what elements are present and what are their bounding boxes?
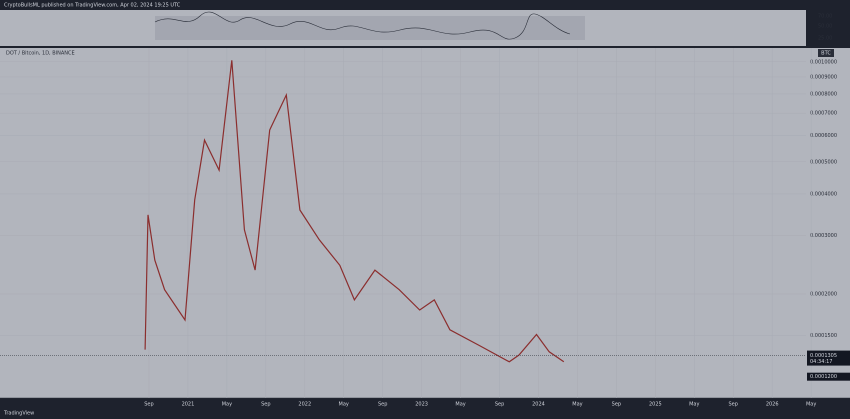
x-tick-label: May [339, 402, 349, 408]
y-tick-label: 0.0001500 [810, 333, 837, 339]
x-tick-label: Sep [144, 402, 153, 408]
currency: BTC [821, 51, 831, 57]
x-tick-label: Sep [261, 402, 270, 408]
x-tick-label: 2021 [182, 402, 195, 408]
y-tick-label: 0.0005000 [810, 159, 837, 165]
x-tick-label: Sep [612, 402, 621, 408]
x-tick-label: May [689, 402, 699, 408]
x-tick-label: 2023 [415, 402, 428, 408]
plot: 0.0001500 0.0002000 0.0003000 0.0004000 0.00… [0, 48, 850, 408]
chart-title: DOT / Bitcoin, 1D, BINANCE [6, 51, 75, 57]
y-tick-label: 0.0006000 [810, 133, 837, 139]
last-price-label: 0.0001305 [810, 353, 837, 359]
x-tick-label: Sep [729, 402, 738, 408]
y-tick-label: 0.0008000 [810, 91, 837, 97]
rsi-band [155, 16, 585, 40]
x-tick-label: 2025 [649, 402, 662, 408]
low-marker-box [807, 372, 850, 381]
y-tick-label: 0.0007000 [810, 111, 837, 117]
y-tick-label: 0.0003000 [810, 233, 837, 239]
x-tick-label: May [222, 402, 232, 408]
countdown: 04:34:17 [810, 359, 832, 365]
x-tick-label: 2024 [532, 402, 545, 408]
last-price-box [807, 350, 850, 366]
rsi-line [154, 11, 571, 40]
rsi-label: 25.00 [818, 36, 832, 42]
low-marker-label: 0.0001200 [810, 374, 837, 380]
x-tick-label: 2022 [298, 402, 311, 408]
currency-box [818, 49, 834, 57]
x-tick-label: Sep [378, 402, 387, 408]
x-tick-label: May [455, 402, 465, 408]
price-line [144, 60, 565, 363]
brand: TradingView [3, 411, 34, 417]
y-tick-label: 0.0009000 [810, 74, 837, 80]
plot-area [0, 48, 806, 398]
y-tick-label: 0.0010000 [810, 59, 837, 65]
x-tick-label: Sep [495, 402, 504, 408]
y-tick-label: 0.0002000 [810, 291, 837, 297]
x-tick-label: 2026 [766, 402, 779, 408]
price-axis [806, 48, 850, 398]
rsi-label: 70.00 [818, 14, 832, 20]
x-tick-label: May [572, 402, 582, 408]
publisher: CryptoBullsML published on TradingView.c… [4, 3, 181, 9]
rsi-label: 50.00 [818, 24, 832, 30]
y-tick-label: 0.0004000 [810, 191, 837, 197]
x-tick-label: May [806, 402, 816, 408]
